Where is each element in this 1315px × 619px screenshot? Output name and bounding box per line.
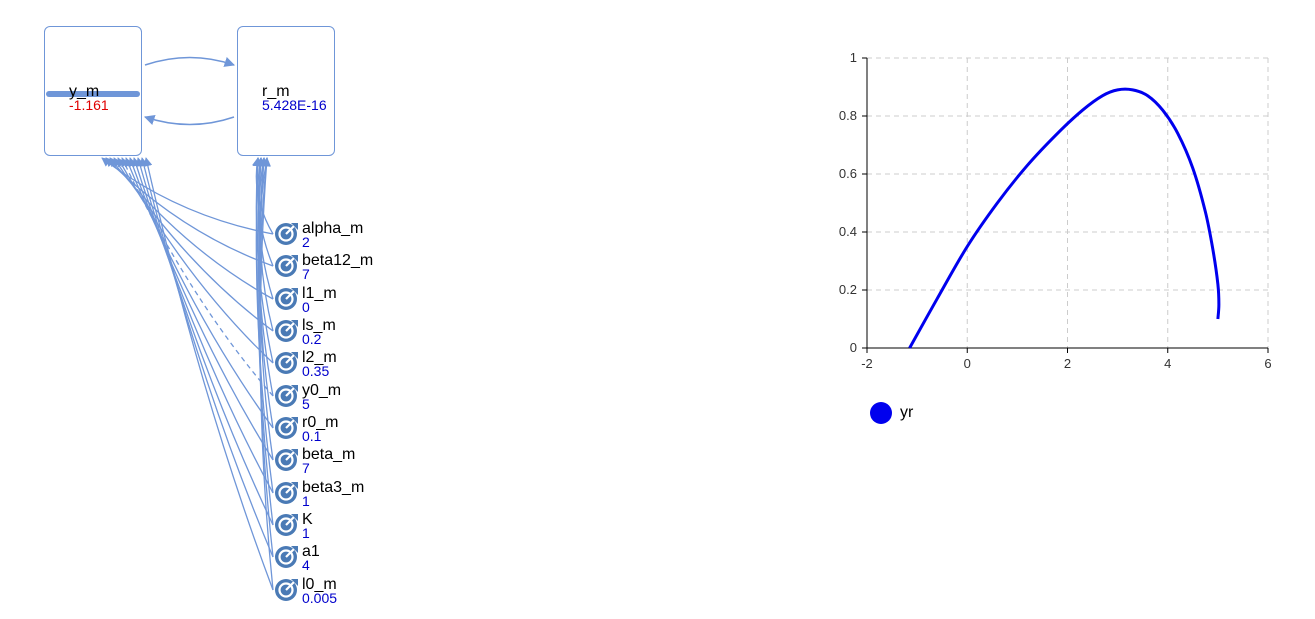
param-name: a1: [302, 543, 320, 560]
flow-arrow-r-to-y[interactable]: [144, 115, 235, 126]
param-value: 0: [302, 299, 310, 315]
param-value: 0.005: [302, 590, 338, 606]
param-y0-m[interactable]: y0_m 5: [274, 383, 384, 415]
param-value: 0.1: [302, 428, 322, 444]
y-tick-label: 0.4: [839, 224, 857, 239]
param-name: r0_m: [302, 414, 339, 431]
dial-icon[interactable]: [274, 544, 300, 570]
param-name: K: [302, 511, 313, 528]
param-r0-m[interactable]: r0_m 0.1: [274, 415, 384, 447]
param-name: beta_m: [302, 446, 356, 463]
y-tick-label: 0.8: [839, 108, 857, 123]
link-arrow-to-r: [259, 157, 274, 591]
param-beta3-m[interactable]: beta3_m 1: [274, 480, 384, 512]
param-value: 0.35: [302, 363, 330, 379]
legend-label: yr: [900, 404, 914, 421]
param-k[interactable]: K 1: [274, 512, 384, 544]
x-tick-label: 2: [1064, 356, 1071, 371]
param-name: ls_m: [302, 317, 336, 334]
param-value: 1: [302, 493, 310, 509]
link-arrow-to-y: [128, 157, 274, 461]
dial-icon[interactable]: [274, 415, 300, 441]
link-arrow-to-y: [124, 157, 274, 429]
y-tick-label: 0.2: [839, 282, 857, 297]
param-l2-m[interactable]: l2_m 0.35: [274, 350, 384, 382]
stock-y-value: -1.161: [69, 97, 109, 113]
param-value: 2: [302, 234, 310, 250]
dial-icon[interactable]: [274, 447, 300, 473]
link-arrow-to-y: [105, 157, 274, 267]
parameter-links: [101, 157, 274, 591]
link-arrow-to-y: [121, 157, 274, 397]
x-tick-label: 4: [1164, 356, 1171, 371]
param-name: l1_m: [302, 285, 337, 302]
link-arrow-to-y: [132, 157, 274, 494]
param-value: 4: [302, 557, 310, 573]
yr-chart: -2 0 2 4 6 0 0.2 0.4 0.6 0.8 1: [839, 50, 1272, 371]
dial-icon[interactable]: [274, 286, 300, 312]
link-arrow-to-y: [135, 157, 274, 526]
dial-icon[interactable]: [274, 383, 300, 409]
y-tick-label: 1: [850, 50, 857, 65]
param-value: 7: [302, 266, 310, 282]
x-tick-label: 0: [964, 356, 971, 371]
link-arrow-to-y: [113, 157, 274, 332]
stock-r-value: 5.428E-16: [262, 97, 327, 113]
stock-y-name: y_m: [69, 83, 100, 100]
dial-icon[interactable]: [274, 253, 300, 279]
legend-swatch[interactable]: [870, 402, 892, 424]
link-arrow-to-y: [143, 157, 274, 591]
dial-icon[interactable]: [274, 318, 300, 344]
y-tick-label: 0: [850, 340, 857, 355]
stock-y-level-bar: [46, 91, 140, 97]
param-name: beta12_m: [302, 252, 374, 269]
link-arrow-to-y: [139, 157, 274, 558]
param-name: beta3_m: [302, 479, 365, 496]
x-tick-label: -2: [861, 356, 873, 371]
param-name: alpha_m: [302, 220, 364, 237]
param-name: l0_m: [302, 576, 337, 593]
param-value: 0.2: [302, 331, 322, 347]
y-tick-label: 0.6: [839, 166, 857, 181]
dial-icon[interactable]: [274, 221, 300, 247]
dial-icon[interactable]: [274, 577, 300, 603]
param-beta12-m[interactable]: beta12_m 7: [274, 253, 384, 285]
stock-r-box[interactable]: [237, 26, 335, 156]
link-arrow-to-y: [117, 157, 274, 364]
param-beta-m[interactable]: beta_m 7: [274, 447, 384, 479]
dial-icon[interactable]: [274, 512, 300, 538]
param-value: 5: [302, 396, 310, 412]
flow-arrow-y-to-r[interactable]: [144, 56, 235, 67]
dial-icon[interactable]: [274, 480, 300, 506]
dial-icon[interactable]: [274, 350, 300, 376]
series-line-yr[interactable]: [908, 87, 1221, 349]
param-name: l2_m: [302, 349, 337, 366]
param-alpha-m[interactable]: alpha_m 2: [274, 221, 384, 253]
param-l0-m[interactable]: l0_m 0.005: [274, 577, 384, 609]
stock-r-name: r_m: [262, 83, 290, 100]
x-tick-label: 6: [1264, 356, 1271, 371]
param-value: 7: [302, 460, 310, 476]
param-a1[interactable]: a1 4: [274, 544, 384, 576]
param-name: y0_m: [302, 382, 342, 399]
param-l1-m[interactable]: l1_m 0: [274, 286, 384, 318]
param-value: 1: [302, 525, 310, 541]
flow-diagram: [101, 56, 274, 591]
param-ls-m[interactable]: ls_m 0.2: [274, 318, 384, 350]
